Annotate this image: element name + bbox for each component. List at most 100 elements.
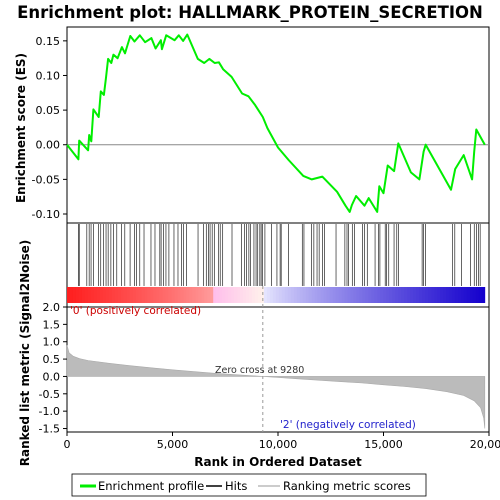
rank-bar-segment xyxy=(138,287,143,303)
rank-bar-segment xyxy=(162,287,166,303)
rank-bar-segment xyxy=(257,287,262,303)
xtick-label: 15,000 xyxy=(364,438,403,451)
rank-bar-segment xyxy=(365,287,369,303)
rank-bar-segment xyxy=(183,287,187,303)
metric-ytick-label: -1.5 xyxy=(39,423,60,436)
rank-bar-segment xyxy=(434,287,438,303)
rank-bar-segment xyxy=(290,287,295,303)
rank-bar-segment xyxy=(451,287,456,303)
rank-bar-segment xyxy=(314,287,319,303)
rank-bar-segment xyxy=(445,287,450,303)
rank-bar-segment xyxy=(177,287,181,303)
rank-bar-segment xyxy=(243,287,247,303)
rank-bar-segment xyxy=(159,287,163,303)
rank-bar-segment xyxy=(96,287,101,303)
rank-bar-segment xyxy=(377,287,381,303)
rank-bar-segment xyxy=(84,287,89,303)
rank-bar-segment xyxy=(204,287,208,303)
rank-bar-segment xyxy=(222,287,226,303)
legend: Enrichment profile Hits Ranking metric s… xyxy=(71,473,427,497)
rank-bar-segment xyxy=(398,287,402,303)
rank-bar-segment xyxy=(126,287,131,303)
rank-bar-segment xyxy=(437,287,441,303)
rank-bar-segment xyxy=(81,287,86,303)
rank-bar-segment xyxy=(443,287,447,303)
rank-bar-segment xyxy=(448,287,453,303)
rank-bar-segment xyxy=(404,287,408,303)
rank-bar-segment xyxy=(102,287,107,303)
rank-bar-segment xyxy=(454,287,459,303)
rank-bar-segment xyxy=(117,287,122,303)
rank-bar-segment xyxy=(150,287,154,303)
rank-bar-segment xyxy=(362,287,366,303)
rank-bar-segment xyxy=(460,287,465,303)
metric-axis-label: Ranked list metric (Signal2Noise) xyxy=(18,240,32,467)
zero-cross-label: Zero cross at 9280 xyxy=(215,365,304,376)
metric-ytick-label: 2.0 xyxy=(43,301,61,314)
metric-ytick-label: 0.5 xyxy=(43,353,61,366)
chart-title: Enrichment plot: HALLMARK_PROTEIN_SECRET… xyxy=(17,3,483,22)
rank-bar-segment xyxy=(287,287,292,303)
rank-bar-segment xyxy=(174,287,178,303)
rank-bar-segment xyxy=(341,287,345,303)
rank-bar-segment xyxy=(153,287,157,303)
rank-bar-segment xyxy=(431,287,435,303)
rank-bar-segment xyxy=(466,287,471,303)
rank-bar-segment xyxy=(114,287,119,303)
es-ytick-label: -0.10 xyxy=(32,208,60,221)
rank-bar-segment xyxy=(457,287,462,303)
rank-bar-segment xyxy=(374,287,378,303)
xtick-label: 10,000 xyxy=(259,438,298,451)
rank-bar-segment xyxy=(132,287,137,303)
rank-bar-segment xyxy=(99,287,104,303)
metric-ytick-label: -0.5 xyxy=(39,388,60,401)
rank-bar-segment xyxy=(284,287,289,303)
rank-bar-segment xyxy=(192,287,196,303)
rank-bar-segment xyxy=(180,287,184,303)
rank-bar-segment xyxy=(395,287,399,303)
es-axis-label: Enrichment score (ES) xyxy=(14,53,28,203)
rank-bar-segment xyxy=(156,287,160,303)
x-axis-label: Rank in Ordered Dataset xyxy=(194,455,362,469)
rank-bar-segment xyxy=(422,287,426,303)
rank-bar-segment xyxy=(266,287,271,303)
rank-bar-segment xyxy=(410,287,414,303)
rank-bar-segment xyxy=(237,287,241,303)
rank-bar-segment xyxy=(263,287,268,303)
rank-bar-segment xyxy=(296,287,301,303)
rank-bar-segment xyxy=(90,287,95,303)
rank-bar-segment xyxy=(135,287,140,303)
rank-bar-segment xyxy=(165,287,169,303)
metric-panel: -1.5 -1.0 -0.5 0.0 0.5 1.0 1.5 2.0 xyxy=(39,286,486,436)
rank-bar-segment xyxy=(240,287,244,303)
rank-bar-segment xyxy=(326,287,331,303)
rank-bar-segment xyxy=(478,287,483,303)
rank-bar-segment xyxy=(469,287,474,303)
rank-bar-segment xyxy=(189,287,193,303)
positive-correlation-label: '0' (positively correlated) xyxy=(70,305,201,317)
es-ytick-label: 0.15 xyxy=(36,35,61,48)
metric-ytick-label: 0.0 xyxy=(43,370,61,383)
rank-bar-segment xyxy=(87,287,92,303)
legend-hits-label: Hits xyxy=(225,479,247,493)
xtick-label: 5,000 xyxy=(157,438,189,451)
rank-bar-segment xyxy=(272,287,277,303)
rank-bar-segment xyxy=(401,287,405,303)
rank-bar-segment xyxy=(219,287,223,303)
rank-bar-segment xyxy=(147,287,151,303)
rank-bar-segment xyxy=(386,287,390,303)
rank-bar-segment xyxy=(380,287,384,303)
rank-bar-segment xyxy=(472,287,477,303)
hits-panel xyxy=(78,224,481,286)
rank-bar-segment xyxy=(440,287,444,303)
axes: 0 5,000 10,000 15,000 20,000 xyxy=(64,432,500,451)
rank-bar-segment xyxy=(129,287,134,303)
rank-bar-segment xyxy=(383,287,387,303)
rank-bar-segment xyxy=(481,287,486,303)
rank-bar-segment xyxy=(231,287,235,303)
legend-es-label: Enrichment profile xyxy=(98,479,204,493)
rank-bar-segment xyxy=(317,287,322,303)
rank-bar-segment xyxy=(275,287,280,303)
es-ytick-label: 0.10 xyxy=(36,69,61,82)
rank-bar-segment xyxy=(269,287,274,303)
